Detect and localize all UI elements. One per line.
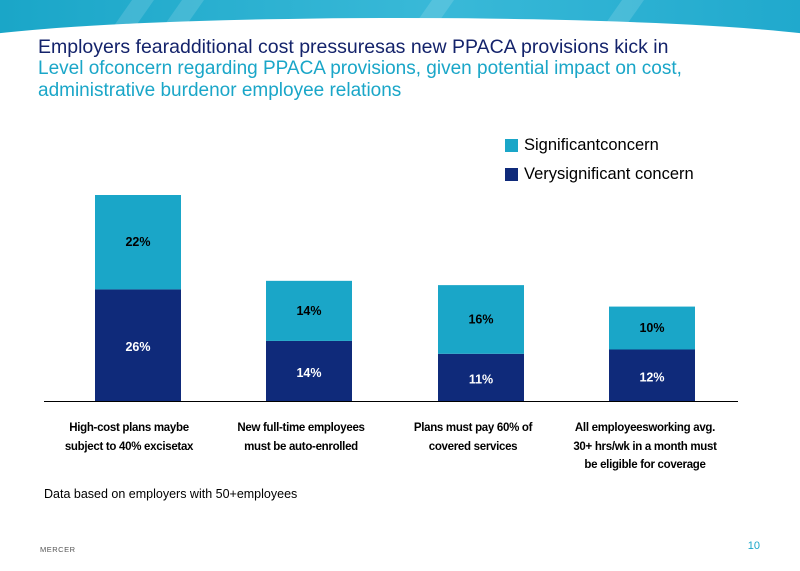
page-number: 10 [747, 540, 760, 552]
data-label-significant-1: 22% [125, 235, 150, 249]
legend-item-very-significant: Verysignificant concern [505, 160, 785, 189]
legend-swatch-very-significant [505, 168, 518, 181]
legend-label-very-significant: Verysignificant concern [524, 165, 694, 183]
bar-very-significant-2 [266, 340, 352, 401]
data-label-very-significant-4: 12% [639, 370, 664, 384]
data-label-very-significant-1: 26% [125, 340, 150, 354]
legend-item-significant: Significantconcern [505, 131, 785, 160]
slide-subtitle: Level ofconcern regarding PPACA provisio… [38, 58, 682, 101]
data-label-very-significant-3: 11% [469, 372, 493, 386]
data-label-significant-2: 14% [296, 304, 321, 318]
legend-label-significant: Significantconcern [524, 136, 659, 154]
data-label-significant-4: 10% [639, 321, 664, 335]
bar-very-significant-4 [609, 349, 695, 401]
legend-swatch-significant [505, 139, 518, 152]
header-band [0, 0, 800, 34]
data-label-very-significant-2: 14% [296, 366, 321, 380]
footnote: Data based on employers with 50+employee… [44, 487, 298, 501]
bar-significant-1 [95, 195, 181, 290]
slide-title: Employers fearadditional cost pressuresa… [38, 36, 669, 58]
bar-significant-4 [609, 306, 695, 350]
category-label-excise-tax: High-cost plans maybe subject to 40% exc… [64, 422, 194, 453]
brand-logo-text: MERCER [40, 545, 76, 554]
bar-significant-3 [438, 285, 524, 354]
category-label-covered-services: Plans must pay 60% of covered services [413, 422, 533, 453]
bar-very-significant-1 [95, 289, 181, 401]
bar-very-significant-3 [438, 353, 524, 401]
data-label-significant-3: 16% [468, 312, 493, 326]
category-label-auto-enrolled: New full-time employees must be auto-enr… [237, 422, 365, 453]
category-label-eligible-coverage: All employeesworking avg. 30+ hrs/wk in … [573, 422, 717, 471]
chart-legend: Significantconcern Verysignificant conce… [505, 131, 785, 189]
bar-significant-2 [266, 280, 352, 341]
